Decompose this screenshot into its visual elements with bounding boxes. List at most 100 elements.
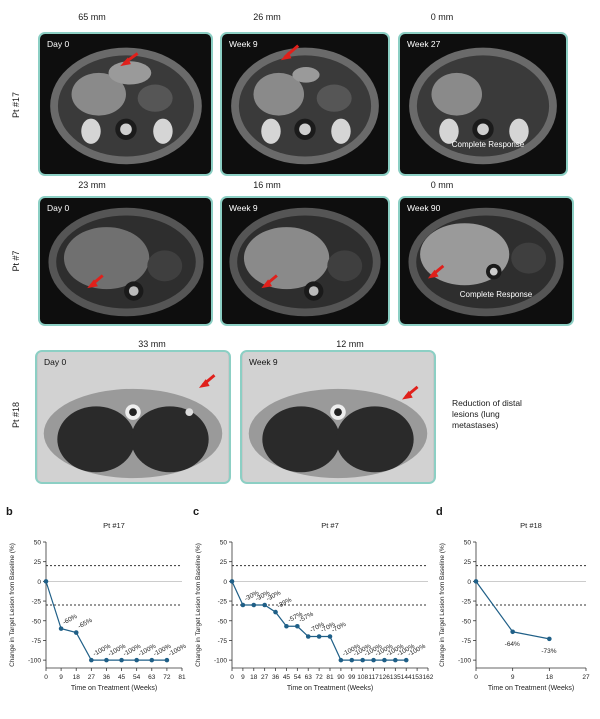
data-point xyxy=(43,579,49,584)
data-label: -39% xyxy=(276,596,293,609)
size-label: 26 mm xyxy=(253,12,281,22)
x-tick-label: 63 xyxy=(305,674,313,681)
y-tick-label: -75 xyxy=(218,638,228,645)
data-point xyxy=(316,634,322,639)
lung-ct-image xyxy=(37,352,229,482)
red-arrow-icon xyxy=(87,274,104,289)
data-point xyxy=(251,602,257,608)
y-axis-label: Change in Target Lesion from Baseline (%… xyxy=(195,543,202,667)
x-tick-label: 81 xyxy=(178,674,186,681)
y-tick-label: 25 xyxy=(464,559,472,566)
mri-scan: Week 9 xyxy=(220,32,390,176)
size-label: 0 mm xyxy=(430,180,454,190)
reduction-note: Reduction of distal lesions (lung metast… xyxy=(452,398,522,430)
y-tick-label: -50 xyxy=(462,618,472,625)
data-point xyxy=(58,626,64,631)
x-tick-label: 126 xyxy=(379,674,390,681)
data-label: -100% xyxy=(168,643,188,658)
x-tick-label: 45 xyxy=(283,674,291,681)
timepoint-label: Week 9 xyxy=(249,357,278,367)
lung-ct-image xyxy=(242,352,434,482)
red-arrow-icon xyxy=(198,374,216,388)
x-tick-label: 0 xyxy=(230,674,234,681)
data-point xyxy=(134,657,139,663)
data-point xyxy=(262,602,267,608)
x-tick-label: 162 xyxy=(423,674,434,681)
red-arrow-icon xyxy=(427,264,445,279)
y-tick-label: -50 xyxy=(218,618,228,625)
panel-letter-c: c xyxy=(193,506,200,518)
x-tick-label: 108 xyxy=(357,674,368,681)
data-point xyxy=(273,609,278,615)
y-tick-label: -50 xyxy=(32,618,42,625)
chart-title: Pt #18 xyxy=(520,521,542,530)
data-point xyxy=(349,657,355,663)
y-tick-label: -75 xyxy=(32,638,42,645)
mri-scan: Week 9 xyxy=(220,196,390,326)
x-tick-label: 9 xyxy=(511,674,515,681)
x-tick-label: 27 xyxy=(582,674,590,681)
data-point xyxy=(149,657,155,663)
data-point xyxy=(229,579,235,584)
abdomen-mri-image xyxy=(409,47,557,165)
ct-scan: Day 0 xyxy=(35,350,231,484)
panel-letter-d: d xyxy=(436,506,443,518)
y-tick-label: -100 xyxy=(28,658,41,665)
data-point xyxy=(382,657,387,663)
red-arrow-icon xyxy=(261,274,278,289)
patient-label: Pt #18 xyxy=(11,401,21,429)
y-tick-label: 50 xyxy=(34,540,42,547)
data-point xyxy=(284,623,289,629)
y-axis-label: Change in Target Lesion from Baseline (%… xyxy=(439,543,446,667)
data-label: -73% xyxy=(541,648,556,655)
x-tick-label: 54 xyxy=(133,674,141,681)
size-label: 65 mm xyxy=(78,12,106,22)
y-tick-label: 50 xyxy=(220,540,228,547)
size-label: 16 mm xyxy=(253,180,281,190)
x-tick-label: 81 xyxy=(326,674,334,681)
data-point xyxy=(305,634,311,639)
mri-scan: Day 0 xyxy=(38,196,213,326)
ct-scan: Week 9 xyxy=(240,350,436,484)
x-tick-label: 117 xyxy=(368,674,379,681)
data-point xyxy=(338,657,344,663)
size-label: 23 mm xyxy=(78,180,106,190)
data-point xyxy=(360,657,365,663)
x-tick-label: 144 xyxy=(401,674,412,681)
timepoint-label: Day 0 xyxy=(47,203,70,213)
timepoint-label: Week 90 xyxy=(407,203,441,213)
x-tick-label: 99 xyxy=(348,674,356,681)
panel-letter-b: b xyxy=(6,506,13,518)
size-label: 0 mm xyxy=(430,12,454,22)
x-tick-label: 0 xyxy=(474,674,478,681)
y-tick-label: 25 xyxy=(220,559,228,566)
x-tick-label: 90 xyxy=(337,674,345,681)
y-tick-label: 0 xyxy=(37,579,41,586)
patient-label: Pt #17 xyxy=(11,91,21,119)
mri-scan: Day 0 xyxy=(38,32,213,176)
data-point xyxy=(89,657,94,663)
chart-title: Pt #7 xyxy=(321,521,339,530)
x-tick-label: 72 xyxy=(315,674,323,681)
data-point xyxy=(393,657,398,663)
y-tick-label: -25 xyxy=(218,599,228,606)
red-arrow-icon xyxy=(402,385,419,400)
size-label: 12 mm xyxy=(336,339,364,349)
timepoint-label: Day 0 xyxy=(47,39,70,49)
x-tick-label: 9 xyxy=(59,674,63,681)
x-axis-label: Time on Treatment (Weeks) xyxy=(287,685,373,692)
timepoint-label: Week 9 xyxy=(229,203,258,213)
data-label: -64% xyxy=(505,641,520,648)
x-tick-label: 18 xyxy=(250,674,258,681)
x-tick-label: 18 xyxy=(73,674,81,681)
x-tick-label: 27 xyxy=(261,674,269,681)
y-tick-label: -25 xyxy=(32,599,42,606)
data-label: -65% xyxy=(77,617,94,630)
x-tick-label: 18 xyxy=(546,674,554,681)
red-arrow-icon xyxy=(280,44,300,61)
y-tick-label: -75 xyxy=(462,638,472,645)
red-arrow-icon xyxy=(120,52,139,67)
response-note: Complete Response xyxy=(451,140,525,149)
y-axis-label: Change in Target Lesion from Baseline (%… xyxy=(9,543,16,667)
data-point xyxy=(295,623,300,629)
